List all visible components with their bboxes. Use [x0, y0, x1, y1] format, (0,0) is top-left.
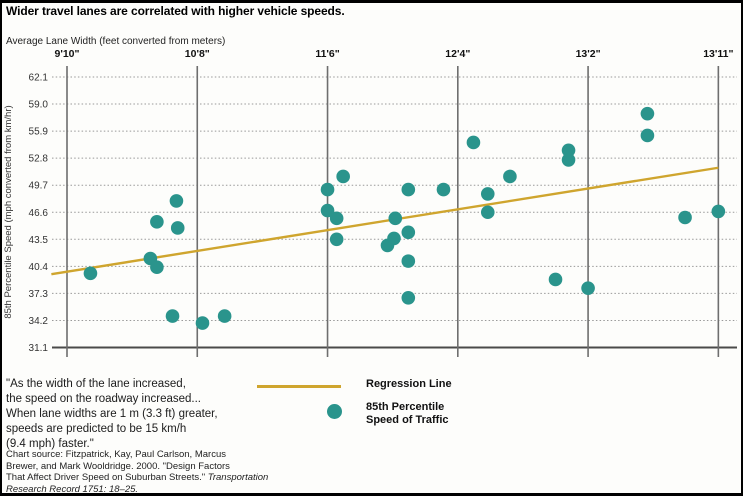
data-point: [170, 221, 185, 235]
x-tick-label: 12'4": [445, 48, 470, 60]
data-point: [336, 169, 350, 184]
chart-source: Chart source: Fitzpatrick, Kay, Paul Car…: [6, 449, 282, 495]
data-point: [195, 316, 210, 330]
y-tick-label: 40.4: [29, 262, 49, 273]
legend-regression-line-swatch: [257, 385, 341, 388]
quote-text: "As the width of the lane increased, the…: [6, 378, 218, 450]
x-tick-label: 13'11": [703, 48, 733, 60]
data-point: [480, 205, 495, 220]
data-point: [436, 182, 451, 197]
y-tick-label: 31.1: [29, 343, 49, 354]
data-point: [387, 231, 401, 246]
data-point: [320, 182, 335, 197]
data-point: [401, 290, 416, 305]
y-tick-label: 34.2: [29, 316, 49, 327]
data-point: [640, 128, 655, 143]
data-point: [548, 272, 563, 287]
data-point: [640, 106, 655, 121]
data-point: [329, 211, 344, 226]
y-tick-label: 37.3: [29, 289, 49, 300]
x-tick-label: 13'2": [576, 48, 601, 60]
chart-title: Wider travel lanes are correlated with h…: [6, 4, 345, 18]
y-tick-label: 52.8: [29, 154, 49, 165]
data-point: [320, 203, 335, 218]
data-point: [329, 232, 344, 247]
x-axis-title: Average Lane Width (feet converted from …: [6, 36, 226, 47]
data-point: [165, 309, 180, 323]
x-tick-label: 10'8": [185, 48, 210, 60]
data-point: [561, 143, 576, 158]
data-point: [217, 309, 232, 323]
chart-source-main: Chart source: Fitzpatrick, Kay, Paul Car…: [6, 449, 230, 483]
legend-dot-label: 85th Percentile Speed of Traffic: [366, 401, 449, 426]
y-tick-label: 62.1: [29, 73, 49, 84]
y-tick-label: 43.5: [29, 235, 49, 246]
data-point: [561, 153, 576, 167]
y-tick-label: 49.7: [29, 181, 49, 192]
data-point: [150, 215, 164, 229]
legend-regression-line-label: Regression Line: [366, 378, 452, 390]
x-tick-label: 9'10": [55, 48, 80, 60]
data-point: [503, 169, 517, 184]
data-point: [678, 210, 692, 225]
scatter-plot: 62.1 59.0 55.9 52.8 49.7 46.6 43.5 40.4 37.3 34.2…: [3, 48, 737, 357]
y-tick-label: 46.6: [29, 208, 49, 219]
data-point: [169, 194, 184, 208]
y-tick-label: 55.9: [29, 127, 49, 138]
data-point: [401, 254, 416, 268]
x-tick-label: 11'6": [315, 48, 339, 60]
data-point: [401, 225, 416, 240]
data-point: [581, 281, 595, 295]
y-tick-label: 59.0: [29, 100, 49, 111]
data-point: [388, 211, 403, 226]
data-point: [83, 266, 98, 281]
regression-line: [51, 166, 719, 276]
data-point: [480, 187, 495, 201]
data-point: [401, 182, 416, 197]
data-point: [711, 204, 726, 219]
data-point: [466, 135, 481, 150]
y-axis-title: 85th Percentile Speed (mph converted fro…: [3, 105, 14, 318]
data-point: [150, 260, 164, 275]
chart-source-journal: Transportation Research Record 1751: 18–…: [6, 472, 269, 495]
legend-dot-swatch: [327, 404, 342, 419]
